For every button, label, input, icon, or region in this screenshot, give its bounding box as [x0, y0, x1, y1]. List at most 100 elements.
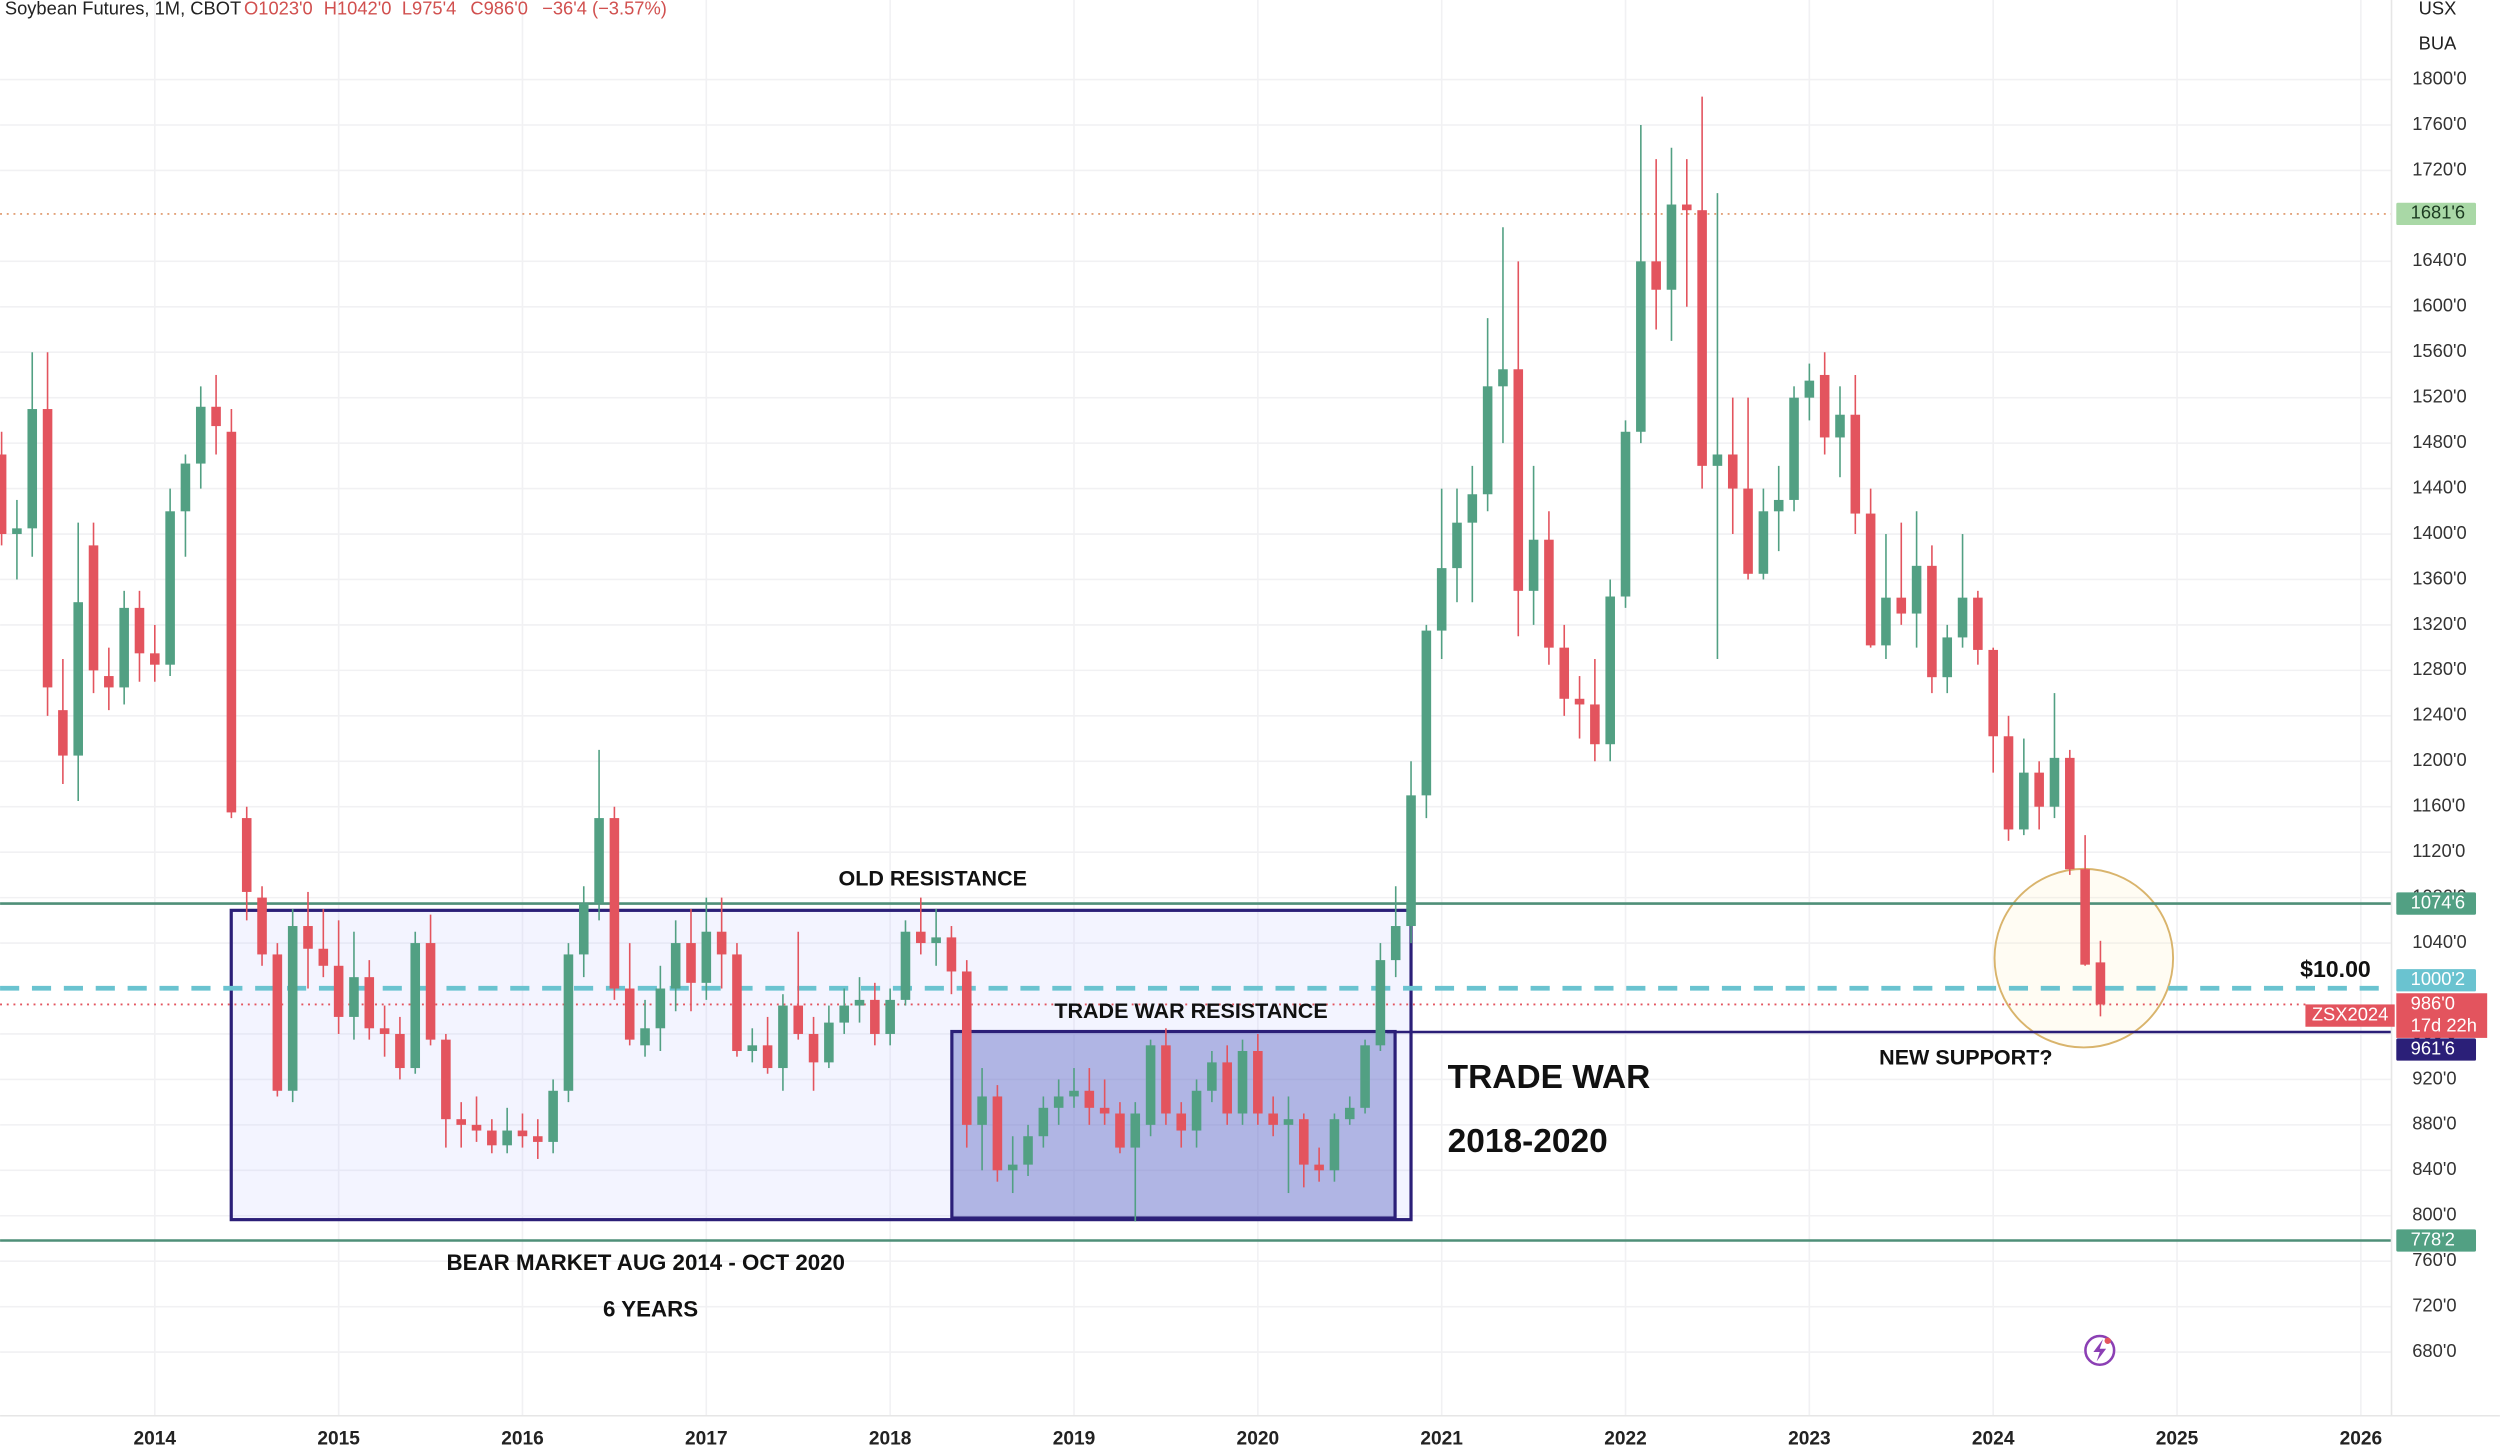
candle-body	[1329, 1119, 1340, 1171]
candle-body	[1176, 1113, 1187, 1131]
ohlc-value: −36'4 (−3.57%)	[542, 0, 667, 18]
candle-body	[1911, 565, 1922, 614]
candle-body	[1498, 369, 1508, 387]
candle-body	[701, 931, 712, 983]
y-tick-label: 1360'0	[2412, 567, 2466, 588]
icon-dot[interactable]	[2104, 1337, 2111, 1344]
y-tick-label: 800'0	[2412, 1204, 2456, 1225]
candle-body	[2034, 772, 2044, 807]
y-tick-label: 1200'0	[2412, 749, 2466, 770]
candle-body	[165, 511, 175, 665]
candle-body	[180, 463, 191, 512]
price-label-bg	[2396, 969, 2477, 992]
annotations: OLD RESISTANCE TRADE WAR RESISTANCE TRADE …	[447, 867, 2371, 1322]
candle-body	[1375, 960, 1386, 1046]
candle-body	[333, 965, 344, 1017]
price-label: 986'0	[2411, 992, 2455, 1013]
candle-body	[839, 1005, 849, 1023]
y-tick-label: 1160'0	[2412, 795, 2465, 816]
candle-body	[104, 676, 114, 688]
candle-body	[1927, 565, 1937, 678]
candle-body	[1038, 1107, 1049, 1137]
candle-body	[640, 1028, 650, 1046]
y-tick-label: 1440'0	[2412, 476, 2466, 497]
y-tick-label: 1280'0	[2412, 658, 2466, 679]
annotation: 6 YEARS	[603, 1296, 698, 1321]
x-tick-label: 2016	[501, 1429, 544, 1450]
candle-body	[195, 406, 206, 464]
candle-body	[2003, 736, 2014, 830]
annotation: NEW SUPPORT?	[1879, 1045, 2052, 1069]
candle-body	[395, 1033, 405, 1069]
candle-body	[150, 653, 160, 665]
candle-body	[870, 999, 880, 1034]
currency-label: USX	[2419, 0, 2457, 18]
candle-body	[287, 926, 298, 1091]
candle-body	[1084, 1090, 1095, 1108]
x-tick-label: 2025	[2156, 1429, 2199, 1450]
candle-body	[12, 528, 22, 535]
lightning-icon[interactable]	[2084, 1334, 2116, 1366]
candle-body	[1605, 596, 1615, 745]
candle-body	[793, 1005, 804, 1034]
candle-body	[1222, 1062, 1232, 1114]
candle-body	[1697, 210, 1707, 466]
candle-body	[349, 977, 359, 1017]
x-tick-label: 2021	[1420, 1429, 1463, 1450]
candle-body	[1789, 397, 1799, 500]
candle-body	[1666, 204, 1677, 290]
y-tick-label: 1040'0	[2412, 931, 2466, 952]
x-tick-label: 2019	[1053, 1429, 1096, 1450]
y-tick-label: 1120'0	[2412, 840, 2465, 861]
countdown-label: 17d 22h	[2411, 1015, 2477, 1036]
candle-body	[42, 409, 53, 688]
candle-body	[456, 1119, 466, 1125]
candle-body	[73, 602, 83, 756]
ohlc-value: L975'4	[402, 0, 456, 18]
y-tick-label: 920'0	[2412, 1067, 2456, 1088]
price-label: 1000'2	[2411, 968, 2465, 989]
candle-body	[1896, 597, 1907, 614]
icon-bolt[interactable]	[2093, 1339, 2107, 1362]
unit-label: BUA	[2419, 32, 2457, 53]
y-tick-label: 1800'0	[2412, 67, 2466, 88]
candle-body	[364, 977, 375, 1029]
symbol-tag-bg	[2305, 1004, 2395, 1027]
y-tick-label: 1640'0	[2412, 249, 2466, 270]
price-label-bg	[2396, 1038, 2477, 1061]
candle-body	[2019, 772, 2029, 830]
price-label-bg	[2396, 892, 2477, 915]
y-tick-label: 680'0	[2412, 1340, 2456, 1361]
candle-body	[1743, 488, 1753, 574]
candle-body	[548, 1090, 558, 1142]
x-tick-label: 2023	[1788, 1429, 1831, 1450]
y-tick-label: 1560'0	[2412, 340, 2466, 361]
candle-body	[578, 903, 589, 955]
candle-body	[88, 545, 99, 671]
candle-body	[762, 1045, 773, 1069]
candle-body	[2095, 962, 2106, 1005]
candle-body	[1053, 1096, 1064, 1108]
candle-body	[1651, 261, 1661, 290]
candle-body	[379, 1028, 390, 1034]
candle-body	[27, 409, 38, 529]
candle-body	[1482, 386, 1493, 495]
y-tick-label: 1520'0	[2412, 386, 2466, 407]
candle-body	[257, 897, 267, 955]
y-tick-label: 1240'0	[2412, 704, 2466, 725]
price-label: 778'2	[2411, 1228, 2455, 1249]
candle-body	[2049, 757, 2060, 807]
candle-body	[1559, 647, 1570, 699]
candle-body	[609, 818, 620, 989]
symbol-tag: ZSX2024	[2312, 1003, 2388, 1024]
candle-body	[900, 931, 911, 1000]
candle-body	[1283, 1119, 1294, 1125]
candle-body	[1712, 454, 1723, 466]
price-axis-bg	[2391, 0, 2500, 1416]
candle-body	[1590, 704, 1600, 745]
price-label: 961'6	[2411, 1037, 2455, 1058]
candle-body	[1804, 380, 1815, 398]
price-label-bg	[2396, 993, 2488, 1038]
